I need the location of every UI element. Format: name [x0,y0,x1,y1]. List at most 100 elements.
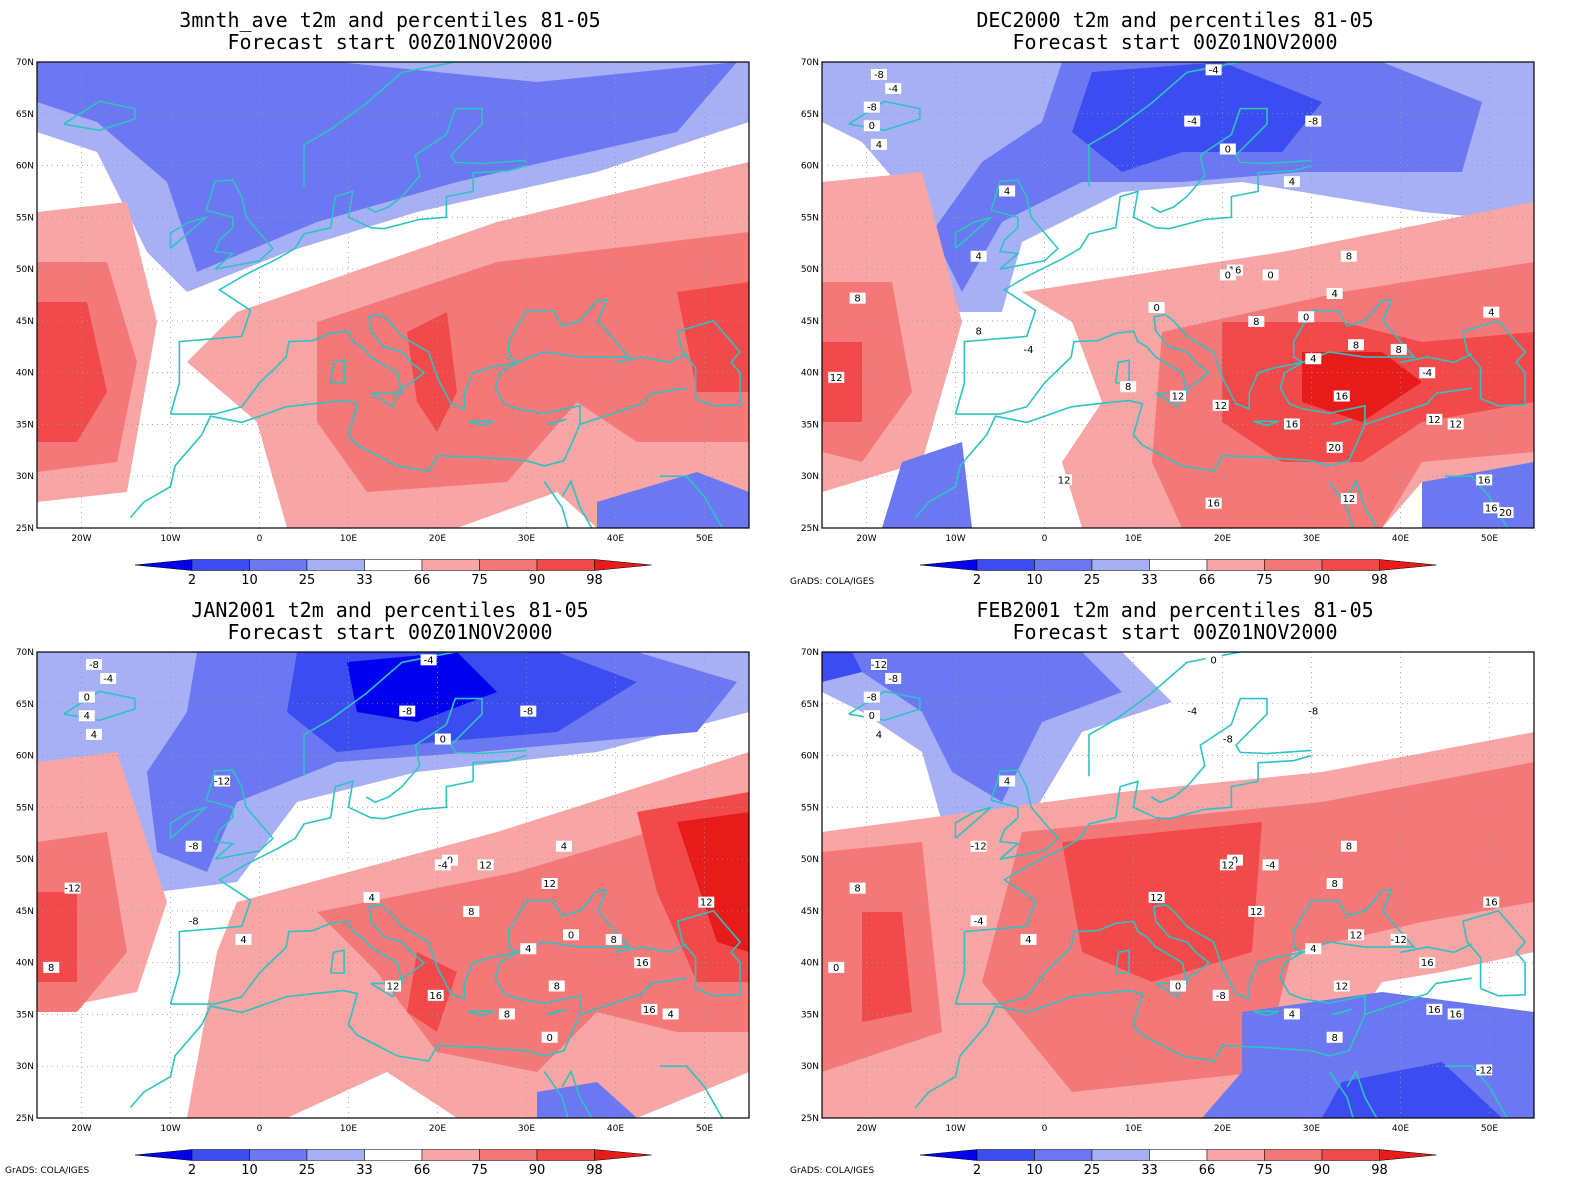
contour-label: 8 [854,884,860,895]
lat-label: 40N [16,369,34,379]
lat-label: 35N [16,420,34,430]
contour-label: 4 [84,711,90,722]
colorbar-label: 33 [356,573,373,588]
contour-label: 4 [1310,354,1316,365]
colorbar-label: 25 [1084,1163,1101,1178]
contour-label: -8 [1308,707,1318,718]
panel-3month: 3mnth_ave t2m and percentiles 81-05 Fore… [0,0,780,598]
coastline [1461,319,1527,407]
contour-labels: -8-4044-12-8-8-40-8-8-128004-44121284481… [43,654,715,1044]
coastline [303,652,527,777]
coastline [561,479,593,528]
contour-label: 0 [1267,270,1273,281]
lat-label: 50N [801,265,819,275]
coastline [1328,1070,1354,1118]
colorbar-swatch [306,1149,365,1161]
grads-credit: GrADS: COLA/IGES [5,1166,90,1176]
contour-label: -8 [402,707,412,718]
shade-region [862,822,1262,1022]
lat-label: 65N [16,110,34,120]
coastline [1088,62,1312,187]
panel-title-line1: FEB2001 t2m and percentiles 81-05 [976,598,1374,622]
gridlines [822,62,1534,528]
colorbar-label: 25 [1084,573,1101,588]
coastline [370,392,399,409]
shade-region [597,472,749,528]
coastline [914,889,1416,1109]
lat-label: 45N [801,907,819,917]
contour-label: -4 [1209,65,1219,76]
contour-label: 8 [504,1009,510,1020]
contour-label: 4 [561,842,567,853]
coastline [546,1008,567,1016]
contour-label: -4 [1422,368,1432,379]
coastline [1331,1008,1352,1016]
colorbar-label: 75 [471,573,488,588]
shade-region [37,792,749,1032]
map-area: -8-4-8044-4-8-4048812162000-441216128161… [822,62,1534,528]
colorbar-swatch [976,559,1035,571]
lon-label: 40E [607,534,624,544]
percentile-shading [822,62,1534,528]
colorbar-swatch [421,559,480,571]
colorbar-label: 2 [973,573,981,588]
lon-label: 0 [257,1124,263,1134]
colorbar: 2 10 25 33 66 75 90 98 [919,559,1437,588]
colorbar-label: 66 [1199,573,1216,588]
contour-label: 8 [1346,842,1352,853]
colorbar-swatch [1034,1149,1093,1161]
contour-label: -8 [189,842,199,853]
colorbar-swatch [1206,1149,1265,1161]
shade-region [822,652,862,682]
gridlines [37,652,749,1118]
coastline [205,179,275,270]
contour-label: 16 [1207,499,1220,510]
contour-label: -8 [523,707,533,718]
coastline [660,1065,723,1118]
contour-label: -4 [888,84,898,95]
panel-title-line2: Forecast start 00Z01NOV2000 [227,30,553,54]
coastline [1114,949,1130,974]
coastline [954,754,1312,1005]
contour-label: -8 [867,693,877,704]
coastlines [63,652,742,1118]
lon-label: 10E [340,534,357,544]
coastline [561,1069,593,1118]
coastline [1088,652,1312,777]
contour-label: 0 [1175,982,1181,993]
lon-label: 50E [1481,1124,1498,1134]
lon-label: 20E [429,1124,446,1134]
shade-region [37,232,749,492]
contour-label: -8 [1223,735,1233,746]
contour-labels: -8-4-8044-4-8-4048812162000-441216128161… [828,64,1514,519]
lon-label: 0 [1042,534,1048,544]
lat-label: 30N [16,1062,34,1072]
colorbar: 2 10 25 33 66 75 90 98 [134,559,652,588]
contour-labels: -12-8-8044-4-80-8-12-4800812124804168121… [828,654,1500,1076]
contour-label: 12 [1214,401,1227,412]
lat-label: 65N [16,700,34,710]
colorbar-arrow-right [594,1149,652,1161]
coastline [169,754,527,1005]
colorbar-swatch [191,559,250,571]
colorbar-label: 90 [529,1163,546,1178]
lat-label: 70N [16,58,34,68]
colorbar-swatch [364,559,423,571]
colorbar-swatch [479,1149,538,1161]
contour-label: 16 [1485,503,1498,514]
coastline [1150,697,1312,804]
contour-label: 16 [1286,419,1299,430]
contour-label: 12 [1172,392,1185,403]
coastline [1253,420,1279,427]
lat-label: 65N [801,700,819,710]
lon-label: 0 [257,534,263,544]
contour-label: 4 [1025,935,1031,946]
contour-label: 4 [1310,944,1316,955]
contour-label: 8 [48,963,54,974]
contour-label: 8 [468,907,474,918]
coastline [63,100,136,132]
coastline [329,359,345,384]
contour-label: -4 [424,655,434,666]
contour-label: -12 [1391,935,1407,946]
lat-label: 45N [801,317,819,327]
